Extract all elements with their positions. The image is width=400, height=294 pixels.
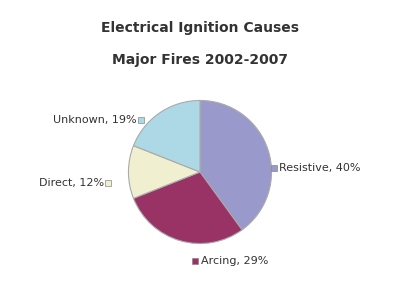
Text: Arcing, 29%: Arcing, 29% <box>201 256 268 266</box>
Text: Electrical Ignition Causes: Electrical Ignition Causes <box>101 21 299 35</box>
Text: Direct, 12%: Direct, 12% <box>39 178 104 188</box>
Text: Resistive, 40%: Resistive, 40% <box>280 163 361 173</box>
Wedge shape <box>200 101 272 230</box>
Text: Unknown, 19%: Unknown, 19% <box>53 116 136 126</box>
Wedge shape <box>128 146 200 198</box>
Wedge shape <box>134 101 200 172</box>
Text: Major Fires 2002-2007: Major Fires 2002-2007 <box>112 53 288 67</box>
Wedge shape <box>134 172 242 243</box>
